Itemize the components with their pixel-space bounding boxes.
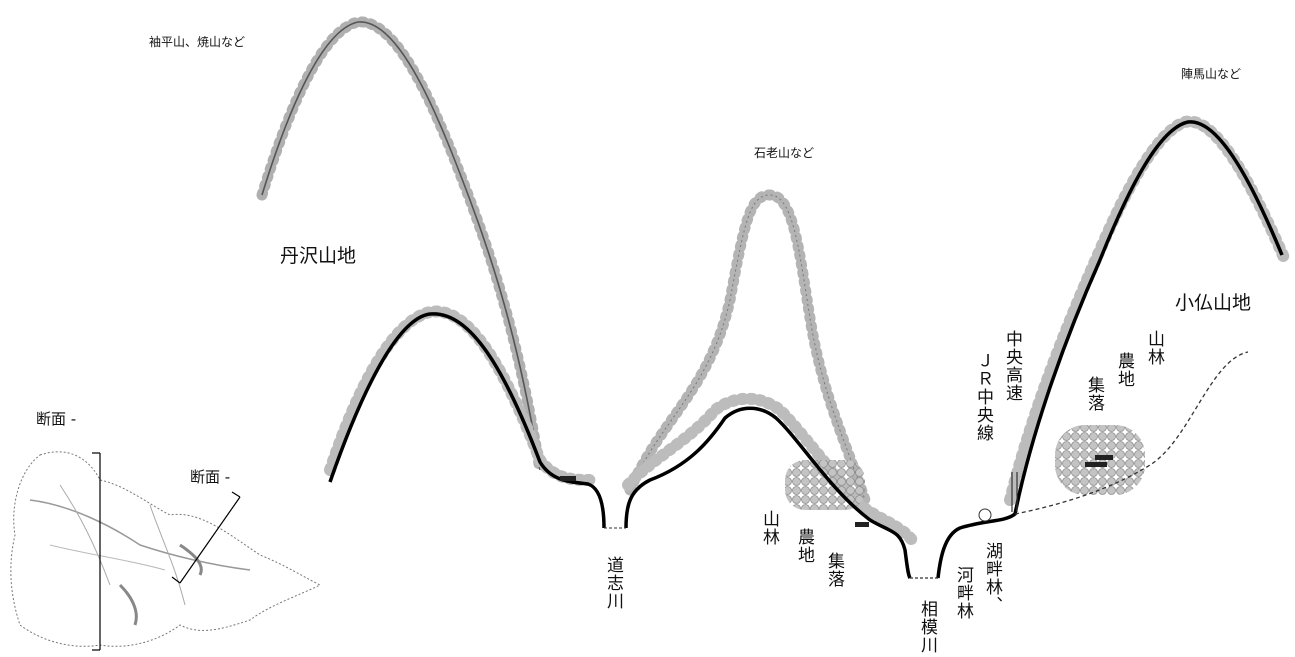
landuse-center-forest: 山林 xyxy=(759,510,779,546)
peak-label-left: 袖平山、焼山など xyxy=(149,35,246,49)
riparian-lake-forest: 湖畔林、 xyxy=(982,542,1002,614)
section-line-a xyxy=(92,452,101,651)
infra-chuo-expressway: 中央高速 xyxy=(1002,330,1022,402)
landuse-center-village: 集落 xyxy=(824,552,844,588)
main-profile xyxy=(328,120,1284,579)
village-markers xyxy=(560,455,1113,527)
peak-label-center: 石老山など xyxy=(754,146,815,160)
inset-section-label-a: 断面 - xyxy=(36,410,77,428)
location-inset-map xyxy=(10,451,322,651)
landuse-center-farm: 農地 xyxy=(794,528,814,564)
riparian-river-forest: 河畔林 xyxy=(953,566,973,620)
region-label-kobotoke: 小仏山地 xyxy=(1175,292,1252,314)
region-label-tanzawa: 丹沢山地 xyxy=(280,245,357,267)
peak-label-right: 陣馬山など xyxy=(1181,67,1242,81)
river-beds xyxy=(604,527,938,579)
landuse-right-forest: 山林 xyxy=(1144,330,1164,366)
inset-outline xyxy=(10,451,322,647)
section-line-b xyxy=(171,491,241,584)
far-ridge-right-dashed xyxy=(1014,351,1249,515)
landuse-right-farm: 農地 xyxy=(1114,352,1134,388)
inset-section-label-b: 断面 - xyxy=(190,468,231,486)
landuse-right-village: 集落 xyxy=(1084,376,1104,412)
river-label-sagami: 相模川 xyxy=(917,600,937,654)
river-label-doshi: 道志川 xyxy=(603,556,623,610)
far-ridge-center xyxy=(624,189,871,506)
infra-jr-chuo: ＪＲ中央線 xyxy=(973,352,993,442)
far-ridge-left xyxy=(256,16,546,476)
